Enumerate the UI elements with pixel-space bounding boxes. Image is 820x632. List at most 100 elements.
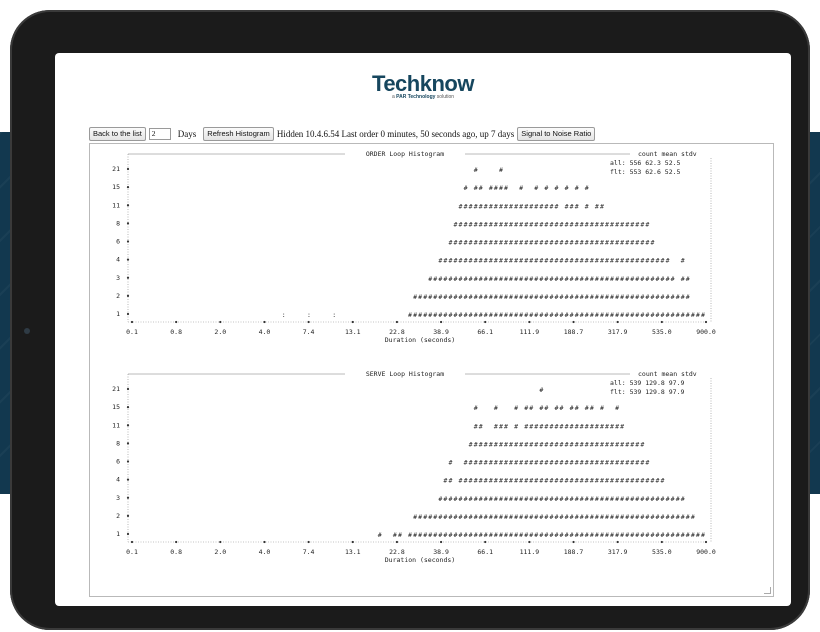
histogram-title: SERVE Loop Histogram <box>366 370 444 378</box>
x-tick-label: 535.0 <box>652 548 672 556</box>
y-tick-label: 3 <box>116 274 120 282</box>
x-tick-mark <box>219 320 222 324</box>
techknow-logo: Techknow a PAR Technology solution <box>55 71 791 100</box>
stats-header: count mean stdv <box>638 370 697 378</box>
histogram-bar: # <box>696 531 700 539</box>
histogram-bar: ####### <box>529 202 533 319</box>
histogram-bar: ###### <box>469 440 473 539</box>
x-tick-mark <box>660 540 663 544</box>
signal-to-noise-button[interactable]: Signal to Noise Ratio <box>517 127 596 141</box>
histogram-bar: ######## <box>590 404 594 539</box>
x-tick-label: 4.0 <box>259 548 271 556</box>
histogram-bar: ####### <box>565 422 569 539</box>
histogram-bar: ##### <box>448 239 452 320</box>
stats-row: flt: 539 129.8 97.9 <box>610 388 684 396</box>
x-tick-mark <box>307 320 310 324</box>
x-tick-label: 7.4 <box>303 548 315 556</box>
histogram-bar: ####### <box>479 422 483 539</box>
histogram-bar: # <box>701 531 705 539</box>
histogram-bar: ### <box>438 495 442 539</box>
histogram-bar: : <box>332 311 336 319</box>
y-tick-mark <box>126 442 130 445</box>
histogram-bar: # <box>408 531 412 539</box>
resize-handle[interactable] <box>764 587 771 594</box>
refresh-histogram-button[interactable]: Refresh Histogram <box>203 127 274 141</box>
camera-icon <box>24 328 30 334</box>
histogram-bar: ####### <box>600 202 604 319</box>
histogram-bar: ## <box>433 513 437 539</box>
x-tick-mark <box>307 540 310 544</box>
x-tick-mark <box>219 540 222 544</box>
y-tick-label: 6 <box>116 238 120 246</box>
histogram-bar: # <box>691 311 695 319</box>
histogram-bar: ######## <box>494 184 498 319</box>
histogram-bar: ####### <box>605 422 609 539</box>
x-tick-label: 317.9 <box>608 548 628 556</box>
histogram-bar: ######## <box>544 184 548 319</box>
histogram-bar: ## <box>413 513 417 539</box>
histogram-bar: : <box>307 311 311 319</box>
y-tick-label: 8 <box>116 439 120 447</box>
x-tick-mark <box>175 540 178 544</box>
stats-row: flt: 553 62.6 52.5 <box>610 168 681 176</box>
histogram-bar: ####### <box>610 422 614 539</box>
histogram-bar: ## <box>686 513 690 539</box>
x-tick-label: 38.9 <box>433 548 449 556</box>
x-tick-label: 0.1 <box>126 328 138 336</box>
histogram-bar: ## <box>676 293 680 319</box>
histogram-bar: ##### <box>650 239 654 320</box>
histogram-bar: #### <box>655 257 659 319</box>
x-tick-label: 13.1 <box>345 548 361 556</box>
histogram-bar: ######## <box>479 184 483 319</box>
histogram-bar: ###### <box>509 440 513 539</box>
histogram-bar: ######## <box>514 404 518 539</box>
histogram-bar: ## <box>428 513 432 539</box>
histogram-bar: ## <box>423 513 427 539</box>
histogram-bar: ######## <box>534 184 538 319</box>
histogram-bar: ######## <box>504 184 508 319</box>
x-tick-mark <box>704 320 708 324</box>
histogram-bar: ###### <box>640 440 644 539</box>
histogram-bar: ##### <box>464 459 468 540</box>
y-tick-mark <box>126 204 130 207</box>
y-tick-label: 3 <box>116 494 120 502</box>
histogram-bar: ####### <box>484 202 488 319</box>
histogram-bar: ###### <box>590 220 594 319</box>
histogram-bar: ###### <box>453 220 457 319</box>
histogram-bar: ####### <box>570 202 574 319</box>
x-tick-label: 4.0 <box>259 328 271 336</box>
x-tick-label: 7.4 <box>303 328 315 336</box>
histogram-bar: ######## <box>565 184 569 319</box>
x-tick-label: 188.7 <box>564 548 584 556</box>
x-tick-label: 111.9 <box>520 328 540 336</box>
y-tick-mark <box>126 496 130 499</box>
x-tick-mark <box>704 540 708 544</box>
histogram-bar: ####### <box>504 422 508 539</box>
histogram-bar: #### <box>661 257 665 319</box>
y-tick-mark <box>126 240 130 243</box>
y-tick-mark <box>126 387 130 391</box>
y-tick-mark <box>126 406 130 409</box>
histogram-svg: ORDER Loop Histogram count mean stdvall: … <box>112 150 716 564</box>
histogram-bar: ###### <box>620 220 624 319</box>
histogram-bar: ###### <box>560 220 564 319</box>
histogram-bar: #### <box>655 477 659 539</box>
histogram-bar: ### <box>428 275 432 319</box>
histogram-bar: ######## <box>519 184 523 319</box>
x-tick-label: 38.9 <box>433 328 449 336</box>
x-tick-label: 66.1 <box>477 548 493 556</box>
y-tick-label: 4 <box>116 476 120 484</box>
x-tick-label: 0.8 <box>170 328 182 336</box>
histogram-bar: ######## <box>560 404 564 539</box>
histogram-bar: ## <box>418 293 422 319</box>
logo-name: Techknow <box>372 71 474 96</box>
days-label: Days <box>177 129 197 139</box>
back-to-list-button[interactable]: Back to the list <box>89 127 146 141</box>
histogram-bar: ####### <box>499 422 503 539</box>
histogram-bar: ###### <box>615 220 619 319</box>
histogram-bar: ### <box>671 495 675 539</box>
histogram-bar: ###### <box>610 220 614 319</box>
histogram-bar: ####### <box>514 202 518 319</box>
days-input[interactable]: 2 <box>148 128 171 140</box>
histogram-bar: # <box>393 531 397 539</box>
